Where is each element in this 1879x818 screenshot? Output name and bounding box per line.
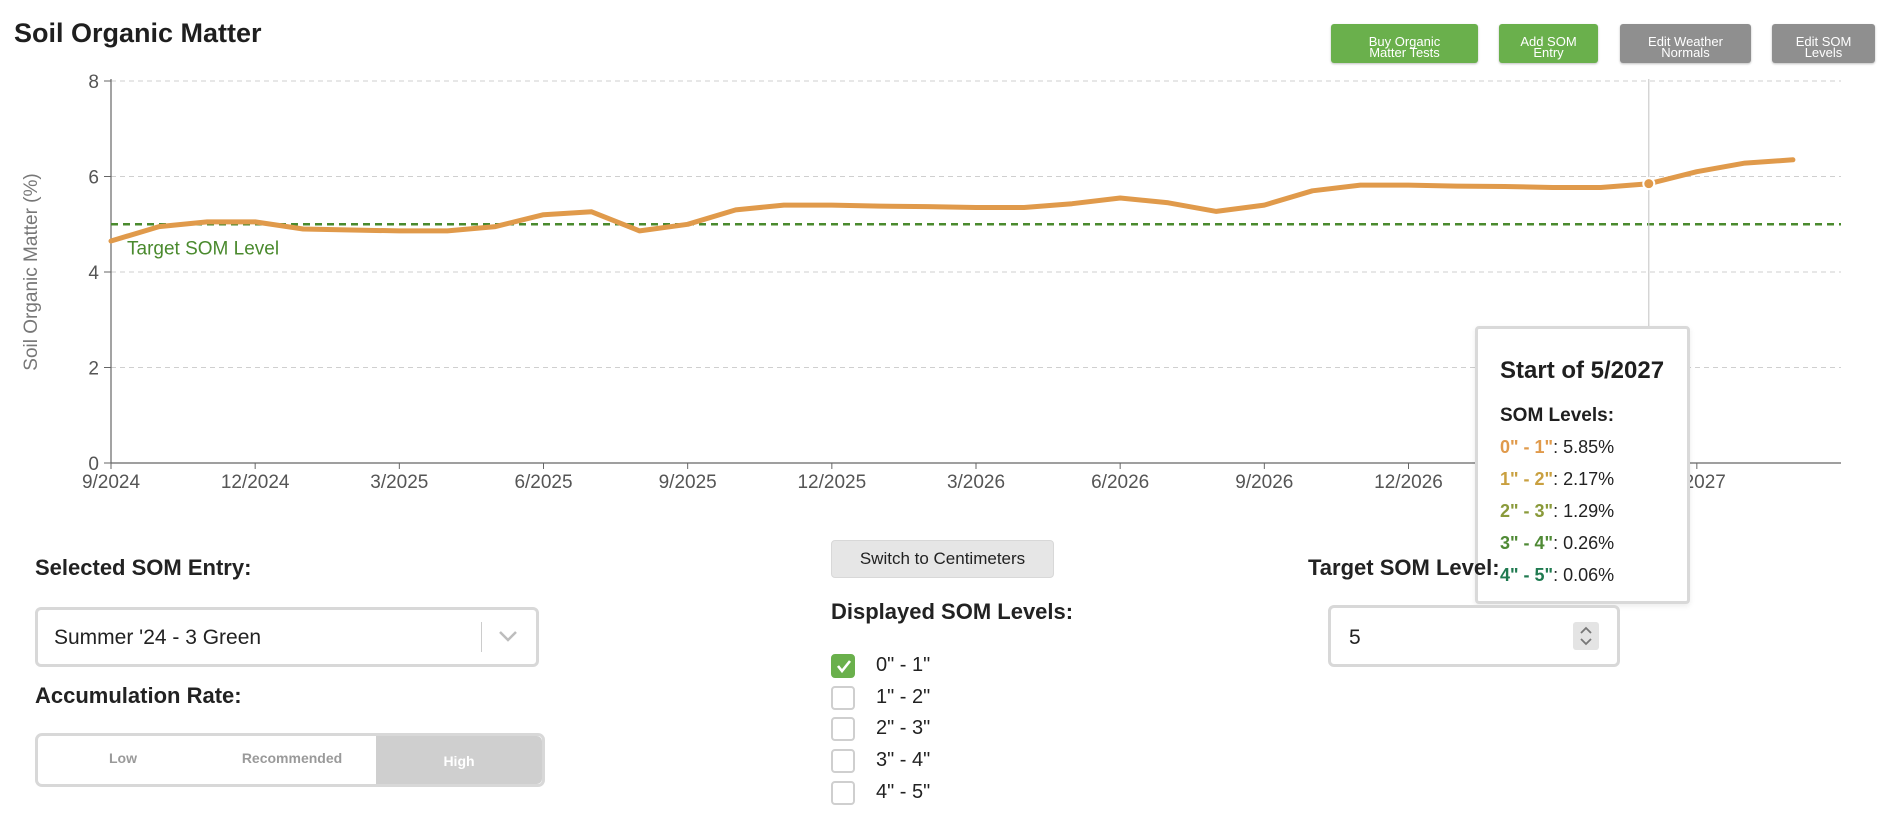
tooltip-row-value: : 2.17% xyxy=(1553,469,1615,489)
x-tick-label: 12/2024 xyxy=(221,472,290,493)
tooltip-row-label: 3" - 4" xyxy=(1500,533,1554,553)
tooltip-row-label: 1" - 2" xyxy=(1500,469,1554,489)
accumulation-option-recommended[interactable]: Recommended xyxy=(241,750,343,766)
y-tick-label: 6 xyxy=(88,168,99,189)
tooltip-row-value: : 5.85% xyxy=(1553,437,1615,457)
tooltip-row: 4" - 5": 0.06% xyxy=(1500,565,1614,586)
accumulation-rate-toggle[interactable]: Low Recommended High xyxy=(35,733,545,787)
buy-organic-matter-tests-button[interactable]: Buy Organic Matter Tests xyxy=(1331,24,1478,63)
check-icon xyxy=(836,660,852,674)
accumulation-rate-label: Accumulation Rate: xyxy=(35,683,242,708)
level-checkbox[interactable] xyxy=(831,781,855,805)
y-tick-label: 0 xyxy=(88,454,99,475)
target-level-line: Target SOM Level xyxy=(111,223,1841,259)
level-checkbox[interactable] xyxy=(831,749,855,773)
chevron-down-icon[interactable] xyxy=(496,620,520,650)
accumulation-option-low[interactable]: Low xyxy=(109,750,137,766)
chart-series[interactable] xyxy=(108,157,1796,244)
level-checkbox-label: 3" - 4" xyxy=(876,749,931,771)
x-tick-label: 12/2026 xyxy=(1374,472,1443,493)
tooltip-title: Start of 5/2027 xyxy=(1500,357,1665,384)
level-checkbox-label: 0" - 1" xyxy=(876,654,931,676)
add-som-entry-button[interactable]: Add SOM Entry xyxy=(1499,24,1598,63)
level-checkbox[interactable] xyxy=(831,717,855,741)
hover-point xyxy=(1642,177,1656,191)
x-tick-label: 12/2025 xyxy=(797,472,866,493)
tooltip-subtitle: SOM Levels: xyxy=(1500,405,1615,426)
target-level-input[interactable]: 5 xyxy=(1328,605,1620,667)
tooltip-row-label: 2" - 3" xyxy=(1500,501,1554,521)
level-checkbox-label: 4" - 5" xyxy=(876,781,931,803)
x-tick-label: 3/2026 xyxy=(947,472,1005,493)
x-tick-label: 6/2025 xyxy=(514,472,572,493)
displayed-levels-label: Displayed SOM Levels: xyxy=(831,599,1074,624)
tooltip-row: 2" - 3": 1.29% xyxy=(1500,501,1614,522)
tooltip-row: 0" - 1": 5.85% xyxy=(1500,437,1614,458)
select-separator xyxy=(481,622,482,652)
tooltip-row-value: : 0.06% xyxy=(1553,565,1615,585)
target-line-label: Target SOM Level xyxy=(127,238,279,259)
tooltip-row: 1" - 2": 2.17% xyxy=(1500,469,1614,490)
series-line[interactable] xyxy=(108,157,1796,244)
accumulation-option-high[interactable]: High xyxy=(376,736,542,784)
switch-to-centimeters-button[interactable]: Switch to Centimeters xyxy=(831,540,1054,578)
level-checkbox-label: 1" - 2" xyxy=(876,686,931,708)
target-level-label: Target SOM Level: xyxy=(1308,555,1500,580)
target-level-value: 5 xyxy=(1349,626,1361,649)
level-checkbox-label: 2" - 3" xyxy=(876,717,931,739)
tooltip-row: 3" - 4": 0.26% xyxy=(1500,533,1614,554)
page-title: Soil Organic Matter xyxy=(14,18,262,48)
edit-weather-normals-button[interactable]: Edit Weather Normals xyxy=(1620,24,1751,63)
x-tick-label: 3/2025 xyxy=(370,472,428,493)
y-tick-label: 2 xyxy=(88,359,99,380)
y-tick-label: 4 xyxy=(88,263,99,284)
edit-som-levels-button[interactable]: Edit SOM Levels xyxy=(1772,24,1875,63)
level-checkbox[interactable] xyxy=(831,686,855,710)
spinner-icon[interactable] xyxy=(1573,622,1599,650)
x-tick-label: 9/2024 xyxy=(82,472,141,493)
x-tick-label: 6/2026 xyxy=(1091,472,1149,493)
som-entry-select[interactable]: Summer '24 - 3 Green xyxy=(35,607,539,667)
som-entry-select-value: Summer '24 - 3 Green xyxy=(54,626,262,649)
x-tick-label: 9/2026 xyxy=(1235,472,1293,493)
level-checkbox[interactable] xyxy=(831,654,855,678)
y-axis-title: Soil Organic Matter (%) xyxy=(21,173,42,370)
tooltip-row-label: 4" - 5" xyxy=(1500,565,1554,585)
chart-tooltip: Start of 5/2027 SOM Levels: 0" - 1": 5.8… xyxy=(1475,326,1690,604)
selected-entry-label: Selected SOM Entry: xyxy=(35,555,252,580)
tooltip-row-value: : 0.26% xyxy=(1553,533,1615,553)
tooltip-row-value: : 1.29% xyxy=(1553,501,1615,521)
tooltip-row-label: 0" - 1" xyxy=(1500,437,1554,457)
y-tick-label: 8 xyxy=(88,72,99,93)
x-tick-label: 9/2025 xyxy=(659,472,717,493)
